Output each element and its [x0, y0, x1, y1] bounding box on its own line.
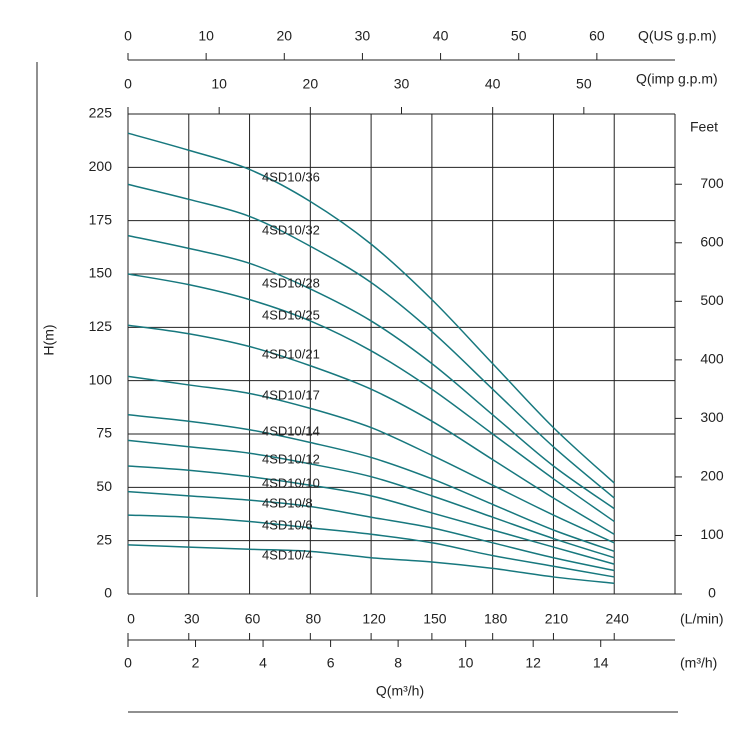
- x-tick-label: 0: [127, 611, 135, 627]
- x-tick-label: 2: [192, 655, 200, 671]
- x-tick-label: 8: [394, 655, 402, 671]
- x-tick-label: 60: [245, 611, 261, 627]
- series-label: 4SD10/4: [262, 547, 313, 562]
- x-axis-label: (m³/h): [680, 655, 717, 671]
- y-tick-label: 25: [96, 531, 112, 547]
- y-tick-label: 75: [96, 425, 112, 441]
- x-tick-label: 20: [303, 76, 319, 92]
- x-tick-label: 50: [511, 28, 527, 44]
- x-tick-label: 12: [525, 655, 541, 671]
- x-axis-label: (L/min): [680, 611, 724, 627]
- x-tick-label: 0: [124, 76, 132, 92]
- x-tick-label: 0: [124, 28, 132, 44]
- y-tick-label: 125: [89, 318, 113, 334]
- y2-tick-label: 700: [700, 175, 724, 191]
- x-axis-label: Q(imp g.p.m): [636, 71, 718, 87]
- y2-tick-label: 500: [700, 292, 724, 308]
- x-axis-label: Q(US g.p.m): [638, 28, 717, 44]
- series-label: 4SD10/25: [262, 307, 320, 322]
- curve: [127, 490, 615, 572]
- curve: [127, 465, 615, 565]
- y-tick-label: 0: [104, 585, 112, 601]
- x-tick-label: 60: [589, 28, 605, 44]
- y2-tick-label: 0: [708, 585, 716, 601]
- y2-tick-label: 400: [700, 351, 724, 367]
- x-tick-label: 150: [423, 611, 447, 627]
- x-tick-label: 10: [458, 655, 474, 671]
- series-label: 4SD10/17: [262, 387, 320, 402]
- curve: [127, 375, 615, 544]
- y2-tick-label: 100: [700, 526, 724, 542]
- y-tick-label: 150: [89, 265, 113, 281]
- series-label: 4SD10/6: [262, 517, 313, 532]
- y-tick-label: 225: [89, 105, 113, 121]
- y-tick-label: 100: [89, 371, 113, 387]
- y-tick-label: 50: [96, 478, 112, 494]
- y-tick-label: 200: [89, 158, 113, 174]
- series-label: 4SD10/14: [262, 423, 320, 438]
- x-tick-label: 180: [484, 611, 508, 627]
- x-tick-label: 10: [211, 76, 227, 92]
- x-tick-label: 30: [184, 611, 200, 627]
- series-label: 4SD10/36: [262, 169, 320, 184]
- series-label: 4SD10/32: [262, 222, 320, 237]
- x-tick-label: 6: [327, 655, 335, 671]
- x-tick-label: 30: [394, 76, 410, 92]
- x-tick-label: 40: [485, 76, 501, 92]
- x-tick-label: 80: [306, 611, 322, 627]
- series-label: 4SD10/8: [262, 495, 313, 510]
- y2-tick-label: 200: [700, 468, 724, 484]
- curve: [127, 183, 615, 499]
- x-tick-label: 40: [433, 28, 449, 44]
- curve: [127, 544, 615, 585]
- x-tick-label: 20: [276, 28, 292, 44]
- curve: [127, 132, 615, 484]
- x-tick-label: 50: [576, 76, 592, 92]
- x-tick-label: 14: [593, 655, 609, 671]
- series-label: 4SD10/28: [262, 275, 320, 290]
- series-label: 4SD10/21: [262, 346, 320, 361]
- curve: [127, 234, 615, 510]
- x-tick-label: 0: [124, 655, 132, 671]
- curve: [127, 324, 615, 535]
- series-label: 4SD10/12: [262, 451, 320, 466]
- x-tick-label: 30: [355, 28, 371, 44]
- x-tick-label: 10: [198, 28, 214, 44]
- curve: [127, 273, 615, 523]
- y2-axis-label: Feet: [690, 119, 718, 135]
- curve: [127, 414, 615, 553]
- y2-tick-label: 300: [700, 409, 724, 425]
- x-tick-label: 120: [362, 611, 386, 627]
- x-tick-label: 4: [259, 655, 267, 671]
- x-tick-label: 210: [545, 611, 569, 627]
- curve: [127, 514, 615, 578]
- curve: [127, 439, 615, 559]
- x-tick-label: 240: [606, 611, 630, 627]
- y-tick-label: 175: [89, 211, 113, 227]
- y2-tick-label: 600: [700, 233, 724, 249]
- series-label: 4SD10/10: [262, 475, 320, 490]
- x-axis-title: Q(m³/h): [376, 683, 424, 699]
- y-axis-label: H(m): [41, 324, 57, 355]
